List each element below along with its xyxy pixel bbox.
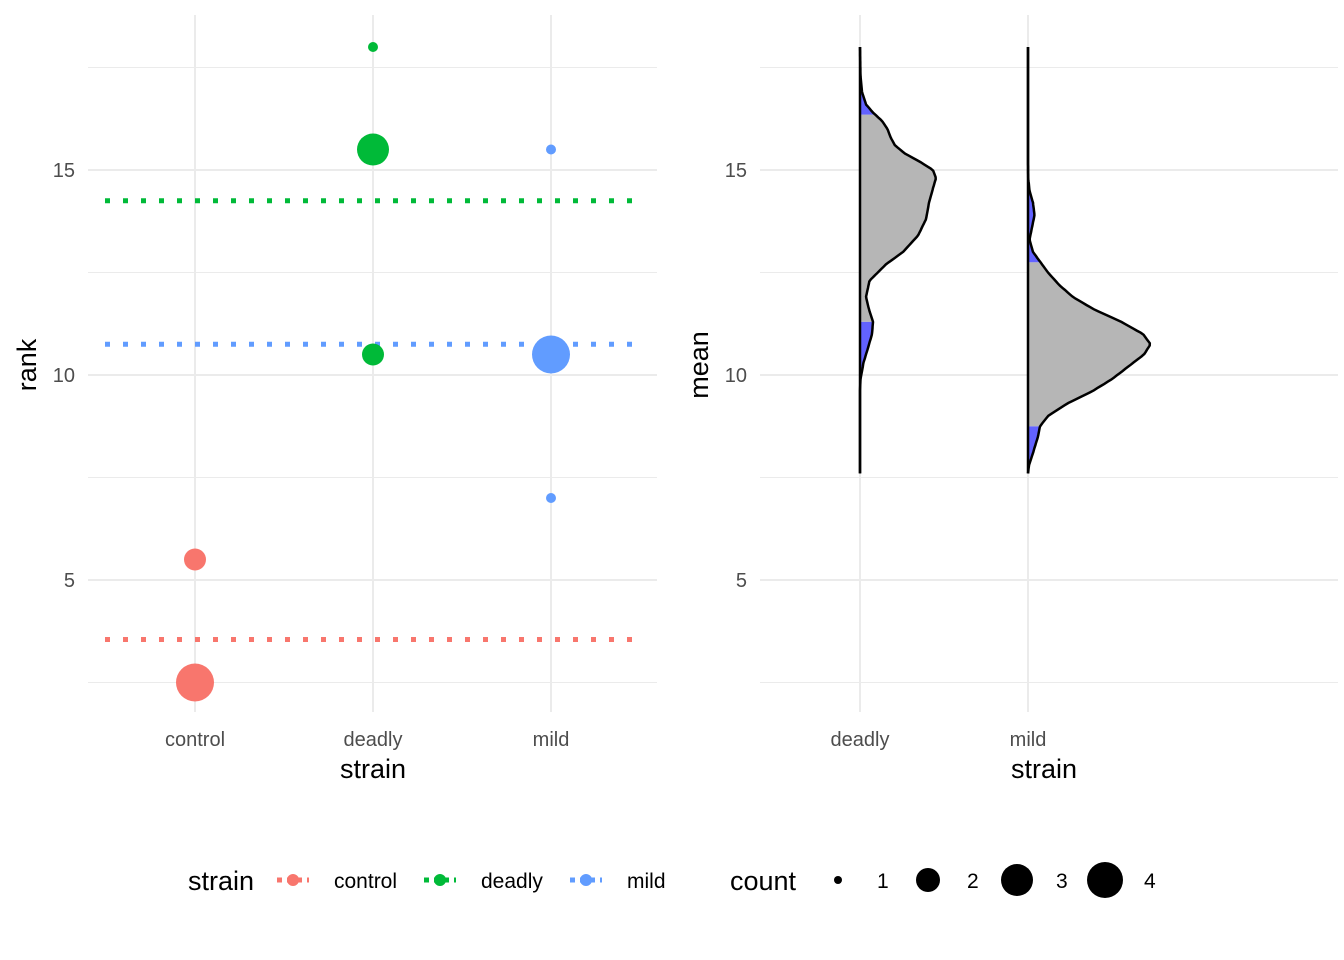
legend-count-label-4: 4 [1144,870,1156,893]
legend-strain-point-control [287,874,299,886]
legend-strain-keys: control deadly mild [277,870,666,893]
panel1-y-tick-label: 10 [53,365,75,387]
panel2-x-axis-title: strain [1011,754,1077,784]
panel1-y-axis-title: rank [12,338,42,391]
panel1-x-tick-label: deadly [344,729,403,751]
point-deadly [357,133,389,166]
legend-count-dot-4 [1087,862,1123,898]
legend-count-label-3: 3 [1056,870,1068,893]
panel1-points [176,42,570,702]
legend: strain control deadly mild count 1 2 3 4 [188,862,1156,898]
panel2-densities [858,47,1152,474]
mean-density-panel: 5 10 15 deadly mild strain mean [684,15,1338,784]
point-mild [546,144,556,155]
density-upper-tail-mild [1028,47,1041,263]
rank-scatter-panel: 5 10 15 control deadly mild strain rank [12,15,657,784]
point-control [176,663,214,702]
panel2-y-tick-labels: 5 10 15 [725,160,747,592]
legend-count-label-2: 2 [967,870,979,893]
panel2-x-tick-label: deadly [831,729,890,751]
panel1-y-tick-label: 15 [53,160,75,182]
point-mild [532,335,570,374]
legend-count-keys: 1 2 3 4 [834,862,1156,898]
panel1-x-axis-title: strain [340,754,406,784]
panel2-y-tick-label: 10 [725,365,747,387]
density-lower-tail-deadly [860,321,873,474]
panel1-y-tick-label: 5 [64,570,75,592]
legend-strain-point-deadly [434,874,446,886]
panel1-x-tick-labels: control deadly mild [165,729,569,751]
legend-count-title: count [730,866,797,896]
point-deadly [362,343,384,366]
panel2-y-tick-label: 5 [736,570,747,592]
point-mild [546,493,556,503]
legend-strain-title: strain [188,866,254,896]
density-body-mild [1028,262,1151,427]
panel2-x-tick-labels: deadly mild [831,729,1047,751]
legend-strain-label-mild: mild [627,870,666,893]
panel1-x-tick-label: mild [533,729,570,751]
legend-count-label-1: 1 [877,870,889,893]
legend-strain-point-mild [580,874,592,886]
panel1-y-tick-labels: 5 10 15 [53,160,75,592]
panel2-y-tick-label: 15 [725,160,747,182]
legend-count-dot-1 [834,876,842,884]
legend-count-dot-2 [916,868,940,892]
point-control [184,548,206,571]
point-deadly [368,42,378,52]
panel2-y-axis-title: mean [684,331,714,399]
panel2-x-tick-label: mild [1010,729,1047,751]
legend-strain-label-deadly: deadly [481,870,543,893]
legend-strain-label-control: control [334,870,397,893]
legend-count-dot-3 [1001,864,1033,896]
panel1-x-tick-label: control [165,729,225,751]
density-body-deadly [860,114,936,322]
